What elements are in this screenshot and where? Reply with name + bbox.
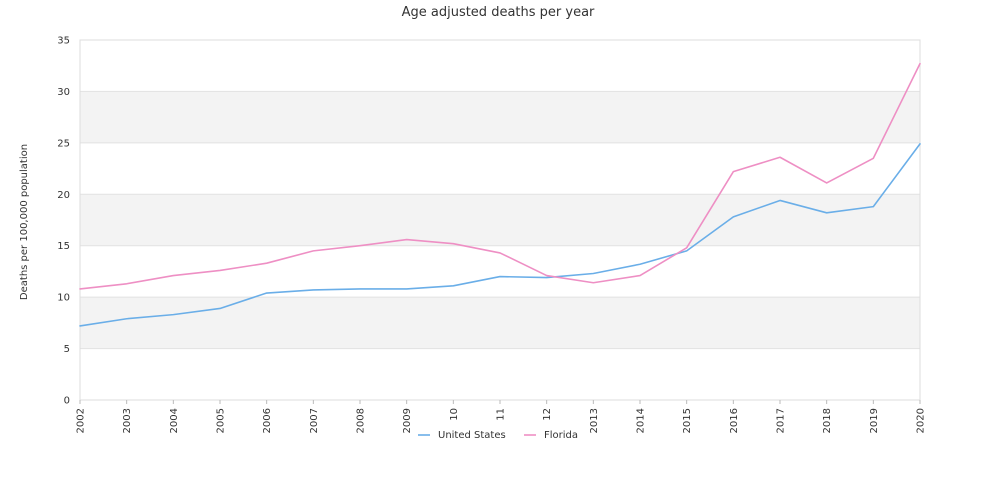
band bbox=[80, 348, 920, 400]
x-tick-label: 2016 bbox=[729, 408, 740, 433]
x-tick-label: 2020 bbox=[916, 408, 927, 433]
series-lines bbox=[79, 62, 921, 327]
legend-label: Florida bbox=[544, 430, 578, 441]
x-tick-label: 2013 bbox=[589, 408, 600, 433]
x-tick-label: 2019 bbox=[869, 408, 880, 433]
x-tick-label: 2004 bbox=[169, 408, 180, 433]
background-bands bbox=[80, 40, 920, 400]
legend-label: United States bbox=[438, 430, 506, 441]
y-tick-label: 0 bbox=[64, 396, 70, 407]
x-tick-label: 11 bbox=[496, 408, 507, 421]
band bbox=[80, 91, 920, 143]
x-axis-ticks: 2002 2003 2004 2005 2006 2007 2008 2009 10 11 12 20… bbox=[76, 400, 927, 433]
x-tick-label: 2008 bbox=[356, 408, 367, 433]
x-tick-label: 2015 bbox=[682, 408, 693, 433]
series-line bbox=[79, 143, 921, 327]
x-tick-label: 2014 bbox=[636, 408, 647, 433]
x-tick-label: 2005 bbox=[216, 408, 227, 433]
y-tick-label: 15 bbox=[57, 241, 70, 252]
x-tick-label: 2017 bbox=[776, 408, 787, 433]
band bbox=[80, 194, 920, 246]
series-line bbox=[79, 62, 921, 290]
band bbox=[80, 245, 920, 298]
y-tick-label: 35 bbox=[57, 36, 70, 47]
x-tick-label: 2018 bbox=[822, 408, 833, 433]
chart-title: Age adjusted deaths per year bbox=[402, 5, 595, 20]
y-tick-label: 30 bbox=[57, 87, 70, 98]
y-tick-label: 20 bbox=[57, 190, 70, 201]
y-tick-label: 10 bbox=[57, 293, 70, 304]
y-axis-ticks: 0 5 10 15 20 25 30 35 bbox=[57, 36, 70, 407]
y-axis-label: Deaths per 100,000 population bbox=[19, 144, 30, 300]
x-tick-label: 2002 bbox=[76, 408, 87, 433]
band bbox=[80, 142, 920, 195]
legend: United States Florida bbox=[418, 430, 578, 441]
y-tick-label: 25 bbox=[57, 138, 70, 149]
x-tick-label: 2007 bbox=[309, 408, 320, 433]
y-tick-label: 5 bbox=[64, 344, 70, 355]
x-tick-label: 2009 bbox=[402, 408, 413, 433]
x-tick-label: 2006 bbox=[262, 408, 273, 433]
x-tick-label: 10 bbox=[449, 408, 460, 421]
x-tick-label: 12 bbox=[542, 408, 553, 421]
band bbox=[80, 297, 920, 349]
band bbox=[80, 40, 920, 92]
x-tick-label: 2003 bbox=[122, 408, 133, 433]
